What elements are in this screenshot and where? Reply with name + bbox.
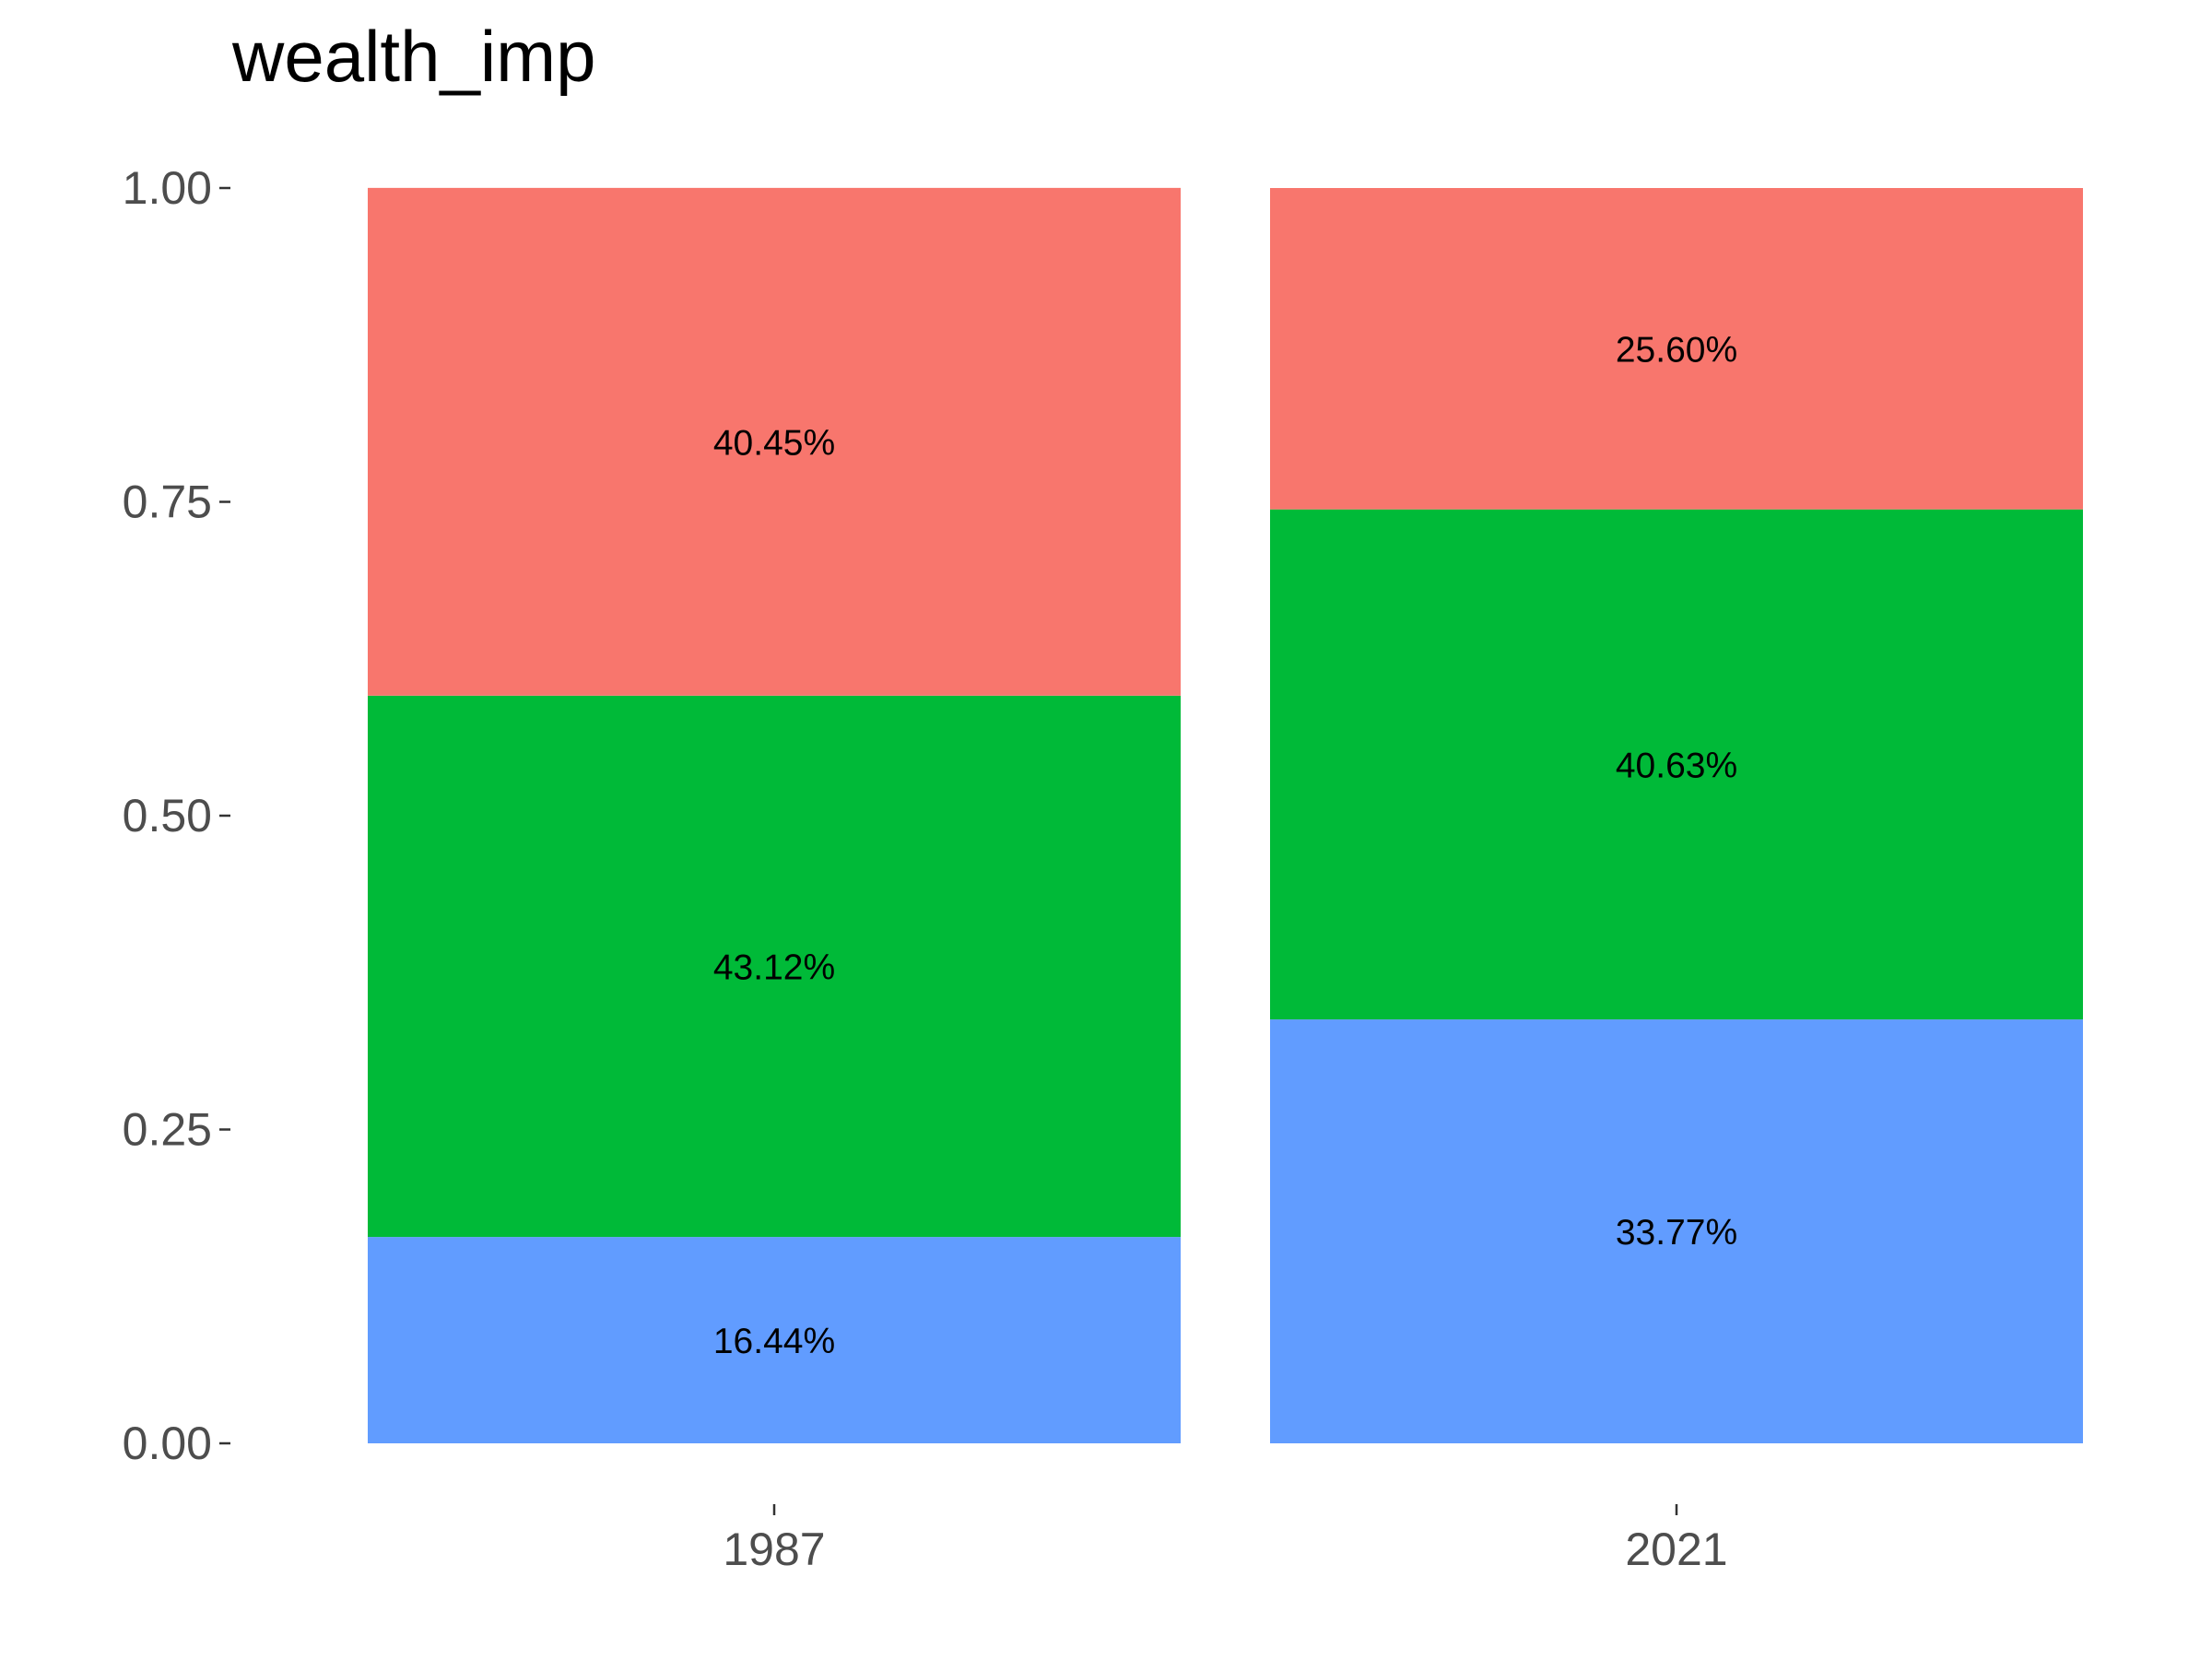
bar-segment-2021-2 [1270,188,2083,510]
data-label-1987-1: 43.12% [713,947,835,987]
bar-segment-1987-2 [368,187,1181,696]
x-axis: 1987 2021 [723,1504,1728,1575]
y-tick-label: 1.00 [123,162,212,214]
y-tick-label: 0.00 [123,1418,212,1469]
x-tick-label: 1987 [723,1524,825,1575]
y-tick-label: 0.25 [123,1104,212,1156]
y-tick-label: 0.75 [123,477,212,528]
data-label-2021-2: 25.60% [1616,330,1737,370]
data-label-1987-0: 16.44% [713,1322,835,1361]
data-label-2021-0: 33.77% [1616,1213,1737,1253]
bar-segment-2021-0 [1270,1019,2083,1443]
bars-group [368,187,2083,1443]
data-label-1987-2: 40.45% [713,423,835,463]
data-label-2021-1: 40.63% [1616,746,1737,785]
bar-segment-1987-1 [368,695,1181,1238]
y-axis: 0.00 0.25 0.50 0.75 1.00 [123,162,230,1469]
bar-segment-1987-0 [368,1237,1181,1443]
y-tick-label: 0.50 [123,790,212,841]
x-tick-label: 2021 [1625,1524,1727,1575]
bar-segment-2021-1 [1270,509,2083,1020]
data-labels-group: 16.44% 43.12% 40.45% 33.77% 40.63% 25.60% [713,330,1737,1361]
chart-title: wealth_imp [231,16,596,97]
